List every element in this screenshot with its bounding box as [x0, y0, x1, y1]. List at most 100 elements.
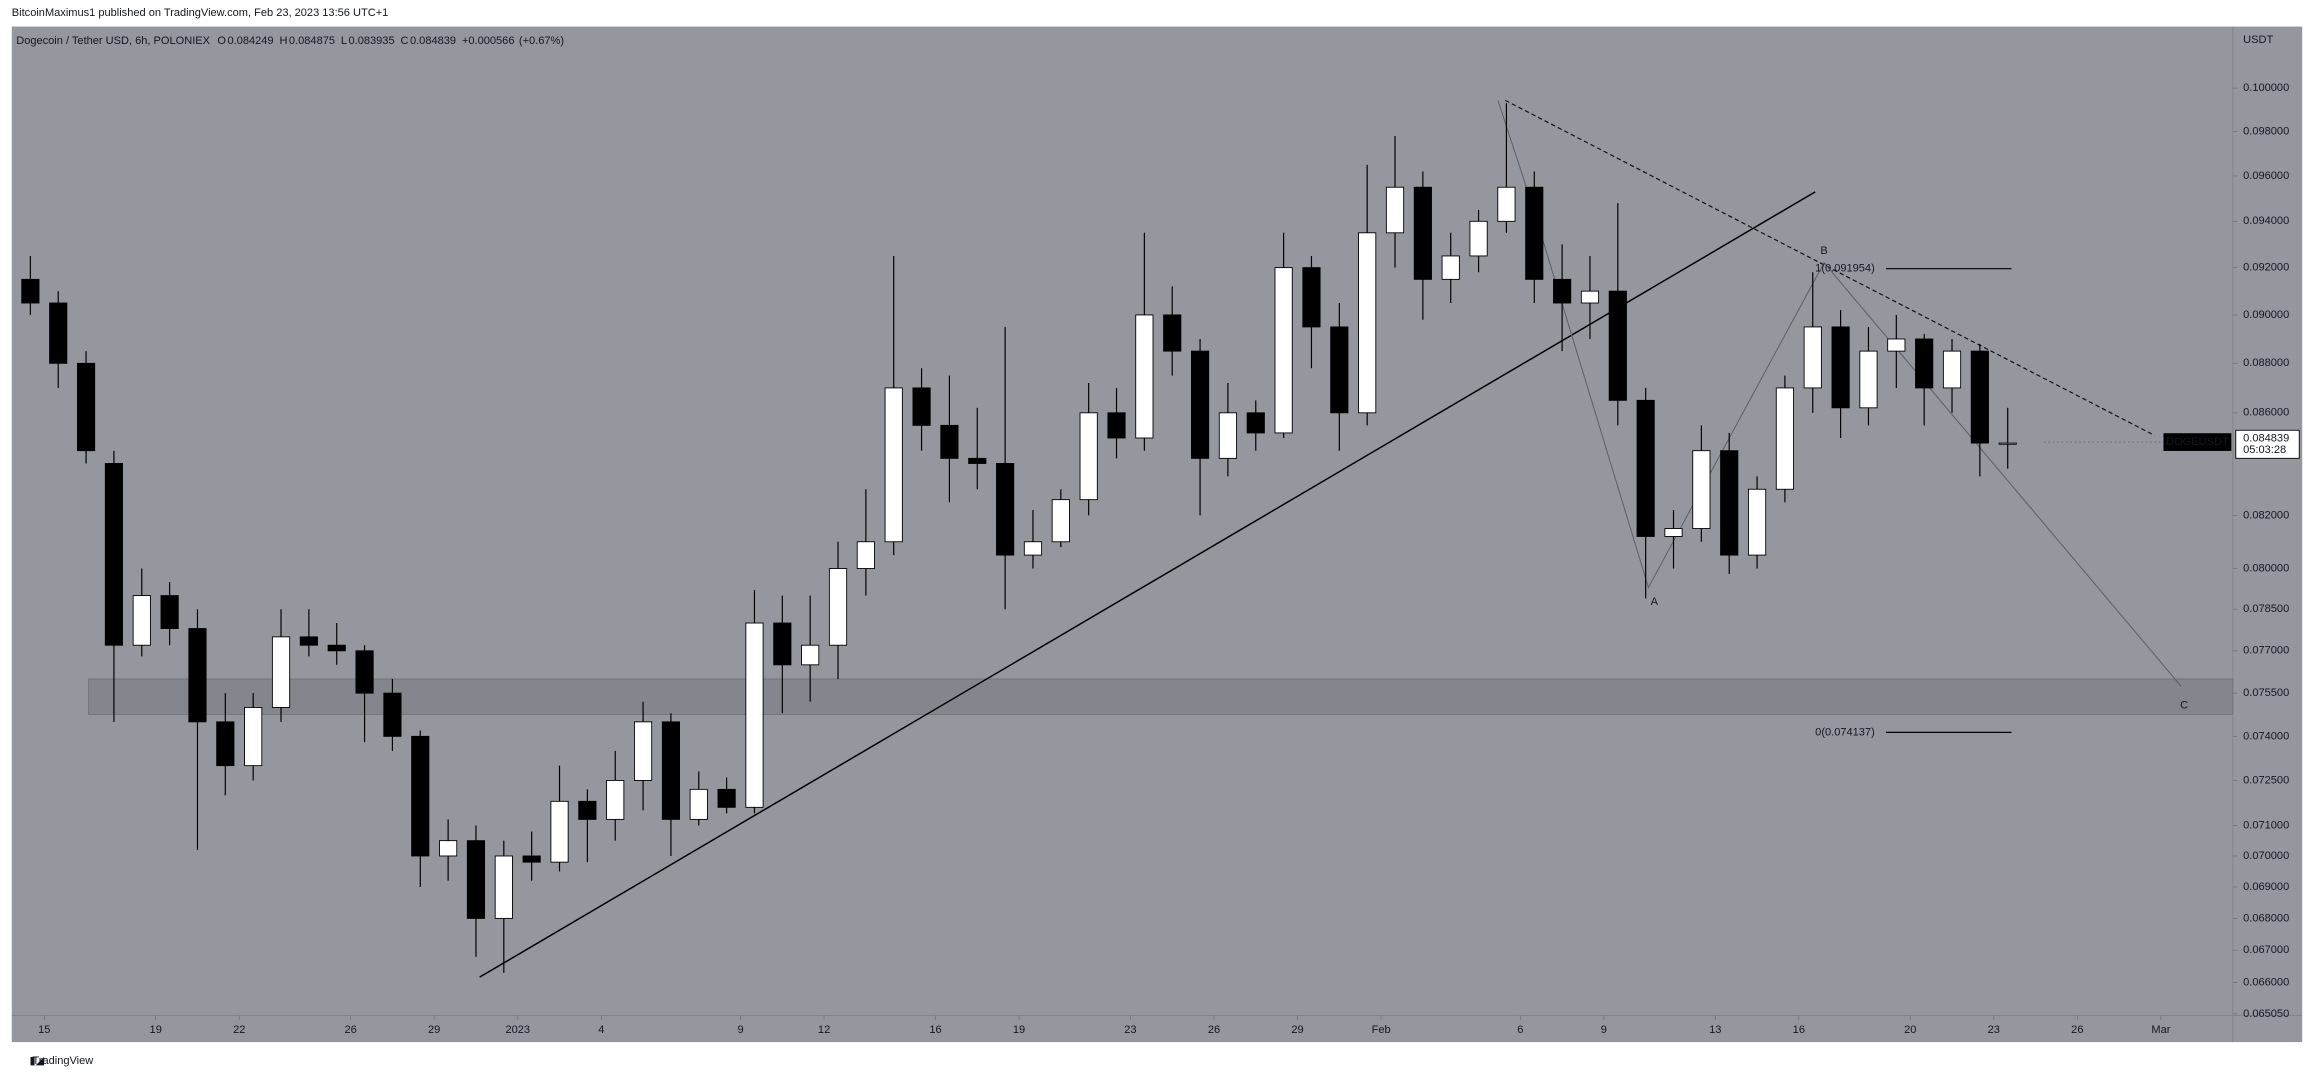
candle-body: [856, 541, 875, 569]
y-tick-label: 0.094000: [2243, 215, 2289, 227]
legend-key: C: [401, 35, 409, 47]
candle-body: [1608, 290, 1627, 401]
candle-body: [745, 622, 764, 808]
candle-body: [327, 644, 346, 652]
x-tick-label: 9: [1601, 1024, 1607, 1036]
candle-body: [1051, 499, 1070, 543]
candle-body: [801, 644, 820, 666]
x-tick-label: 23: [1124, 1024, 1136, 1036]
candle-body: [299, 636, 318, 646]
x-tick-label: 26: [344, 1024, 356, 1036]
publish-header: BitcoinMaximus1 published on TradingView…: [12, 7, 388, 19]
candle-body: [244, 707, 263, 767]
x-tick-label: 15: [38, 1024, 50, 1036]
candle-body: [1553, 278, 1572, 304]
candle-body: [1330, 326, 1349, 414]
symbol-box: [2163, 433, 2232, 451]
candle-body: [1135, 314, 1154, 439]
candle-body: [522, 855, 541, 863]
candle-body: [1887, 338, 1906, 352]
x-tick-label: 2023: [505, 1024, 530, 1036]
ascending-trendline: [479, 191, 1816, 978]
candle-body: [1385, 186, 1405, 234]
y-unit: USDT: [2243, 34, 2273, 46]
fib-label: 0(0.074137): [1815, 726, 1875, 738]
legend-title: Dogecoin / Tether USD, 6h, POLONIEX: [16, 35, 210, 47]
candle-body: [550, 800, 569, 863]
y-tick-label: 0.082000: [2243, 509, 2289, 521]
legend-value: 0.083935: [349, 35, 395, 47]
candle-body: [1970, 350, 1989, 444]
candle-body: [717, 788, 736, 808]
y-tick-label: 0.098000: [2243, 126, 2289, 138]
y-tick-label: 0.100000: [2243, 82, 2289, 94]
x-tick-label: 16: [1793, 1024, 1805, 1036]
y-tick-label: 0.072500: [2243, 774, 2289, 786]
candle-body: [188, 628, 207, 723]
footer-logo-text: TradingView: [32, 1055, 93, 1067]
y-tick-label: 0.096000: [2243, 170, 2289, 182]
candle-body: [104, 463, 123, 646]
x-tick-label: 9: [737, 1024, 743, 1036]
candle-body: [1469, 220, 1488, 257]
candle-body: [1998, 442, 2017, 445]
x-tick-label: 19: [150, 1024, 162, 1036]
candle-body: [1831, 326, 1850, 409]
x-tick-label: 23: [1988, 1024, 2000, 1036]
candle-body: [1775, 387, 1794, 490]
y-tick-label: 0.067000: [2243, 944, 2289, 956]
y-tick-label: 0.086000: [2243, 407, 2289, 419]
candle-body: [132, 595, 151, 646]
candle-body: [1079, 412, 1098, 501]
candle-body: [968, 457, 987, 464]
x-tick-label: 6: [1517, 1024, 1523, 1036]
y-tick-label: 0.066000: [2243, 977, 2289, 989]
legend-value: 0.084839: [410, 35, 456, 47]
candle-body: [996, 463, 1015, 556]
candle-body: [1163, 314, 1182, 352]
legend-change: +0.000566: [462, 35, 515, 47]
x-tick-label: 29: [428, 1024, 440, 1036]
candle-body: [439, 840, 458, 857]
candle-body: [689, 788, 708, 820]
wave-label: A: [1651, 596, 1659, 608]
candle-body: [633, 721, 653, 781]
x-tick-label: 16: [929, 1024, 941, 1036]
y-tick-label: 0.069000: [2243, 881, 2289, 893]
legend-change-pct: (+0.67%): [519, 35, 564, 47]
candle-body: [494, 855, 513, 919]
candle-body: [1023, 541, 1043, 556]
candle-body: [1190, 350, 1210, 459]
candle-body: [773, 622, 792, 666]
x-tick-label: 26: [1208, 1024, 1220, 1036]
drawings: [479, 99, 2182, 978]
candle-body: [828, 568, 848, 646]
legend-key: L: [341, 35, 347, 47]
candle-body: [21, 278, 40, 304]
candle-body: [912, 387, 931, 426]
legend-value: 0.084249: [227, 35, 273, 47]
y-tick-label: 0.071000: [2243, 819, 2289, 831]
legend-key: O: [217, 35, 226, 47]
candle-body: [1107, 412, 1126, 439]
candle-body: [411, 735, 430, 857]
candle-body: [1692, 450, 1711, 529]
symbol-label: DOGEUSDT: [2166, 436, 2229, 448]
legend-value: 0.084875: [289, 35, 335, 47]
wave-count: [1497, 100, 2182, 687]
y-tick-label: 0.075500: [2243, 687, 2289, 699]
candle-body: [1497, 186, 1516, 222]
x-tick-label: Mar: [2151, 1024, 2170, 1036]
y-tick-label: 0.090000: [2243, 309, 2289, 321]
candle-body: [1636, 399, 1655, 537]
support-zone: [88, 678, 2234, 715]
candle-body: [1218, 412, 1237, 459]
candle-body: [271, 636, 291, 708]
candle-body: [661, 721, 680, 820]
descending-resistance: [1505, 99, 2155, 436]
footer-logo: ▮◢: [30, 1055, 45, 1067]
candle-body: [606, 779, 625, 820]
wave-label: B: [1820, 245, 1827, 257]
